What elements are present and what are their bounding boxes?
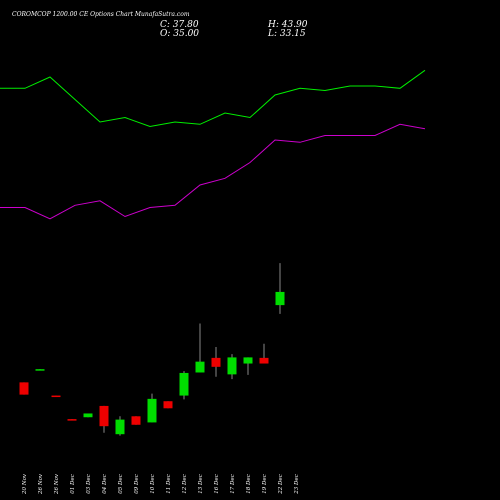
- close-price-label: C: 37.80: [160, 20, 199, 30]
- x-tick-label: 17 Dec: [230, 474, 236, 494]
- candle-body: [275, 291, 285, 306]
- x-tick-label: 26 Nov: [54, 473, 60, 495]
- x-tick-label: 13 Dec: [198, 474, 204, 494]
- candle-body: [211, 357, 221, 367]
- candle-body: [51, 395, 61, 398]
- x-tick-label: 01 Dec: [70, 474, 76, 494]
- candle-body: [115, 419, 125, 435]
- x-tick-label: 22 Dec: [278, 474, 284, 495]
- x-tick-label: 10 Dec: [150, 474, 156, 494]
- candle-body: [35, 369, 45, 371]
- low-price-label: L: 33.15: [268, 29, 306, 39]
- x-tick-label: 05 Dec: [118, 474, 124, 494]
- candle-body: [83, 413, 93, 418]
- candle-body: [67, 419, 77, 421]
- candle-body: [179, 372, 189, 396]
- candle-body: [19, 382, 29, 395]
- candle-body: [99, 405, 109, 427]
- indicator-lines: [0, 69, 426, 220]
- lower-indicator-line: [0, 123, 426, 220]
- open-price-label: O: 35.00: [160, 29, 200, 39]
- candle-body: [163, 401, 173, 409]
- x-tick-label: 19 Dec: [262, 474, 268, 494]
- high-price-label: H: 43.90: [268, 20, 308, 30]
- candle-body: [227, 357, 237, 375]
- candle-body: [195, 361, 205, 373]
- x-tick-label: 20 Nov: [22, 473, 28, 495]
- candle-body: [243, 357, 253, 364]
- x-tick-label: 18 Dec: [246, 474, 252, 494]
- x-tick-label: 12 Dec: [182, 474, 188, 494]
- x-tick-label: 09 Dec: [134, 474, 140, 494]
- x-tick-label: 04 Dec: [102, 474, 108, 494]
- candle-body: [131, 416, 141, 425]
- x-tick-label: 16 Dec: [214, 474, 220, 494]
- upper-indicator-line: [0, 69, 426, 128]
- candlesticks: [19, 263, 285, 436]
- chart-title: COROMCOP 1200.00 CE Options Chart Munafa…: [12, 11, 190, 18]
- x-axis-labels: 20 Nov 26 Nov 26 Nov 01 Dec 03 Dec 04 Dec 05 D…: [22, 473, 300, 495]
- candle-body: [259, 357, 269, 364]
- x-tick-label: 03 Dec: [86, 474, 92, 494]
- candle-body: [147, 398, 157, 423]
- x-tick-label: 23 Dec: [294, 474, 300, 495]
- x-tick-label: 26 Nov: [38, 473, 44, 495]
- x-tick-label: 11 Dec: [166, 474, 172, 494]
